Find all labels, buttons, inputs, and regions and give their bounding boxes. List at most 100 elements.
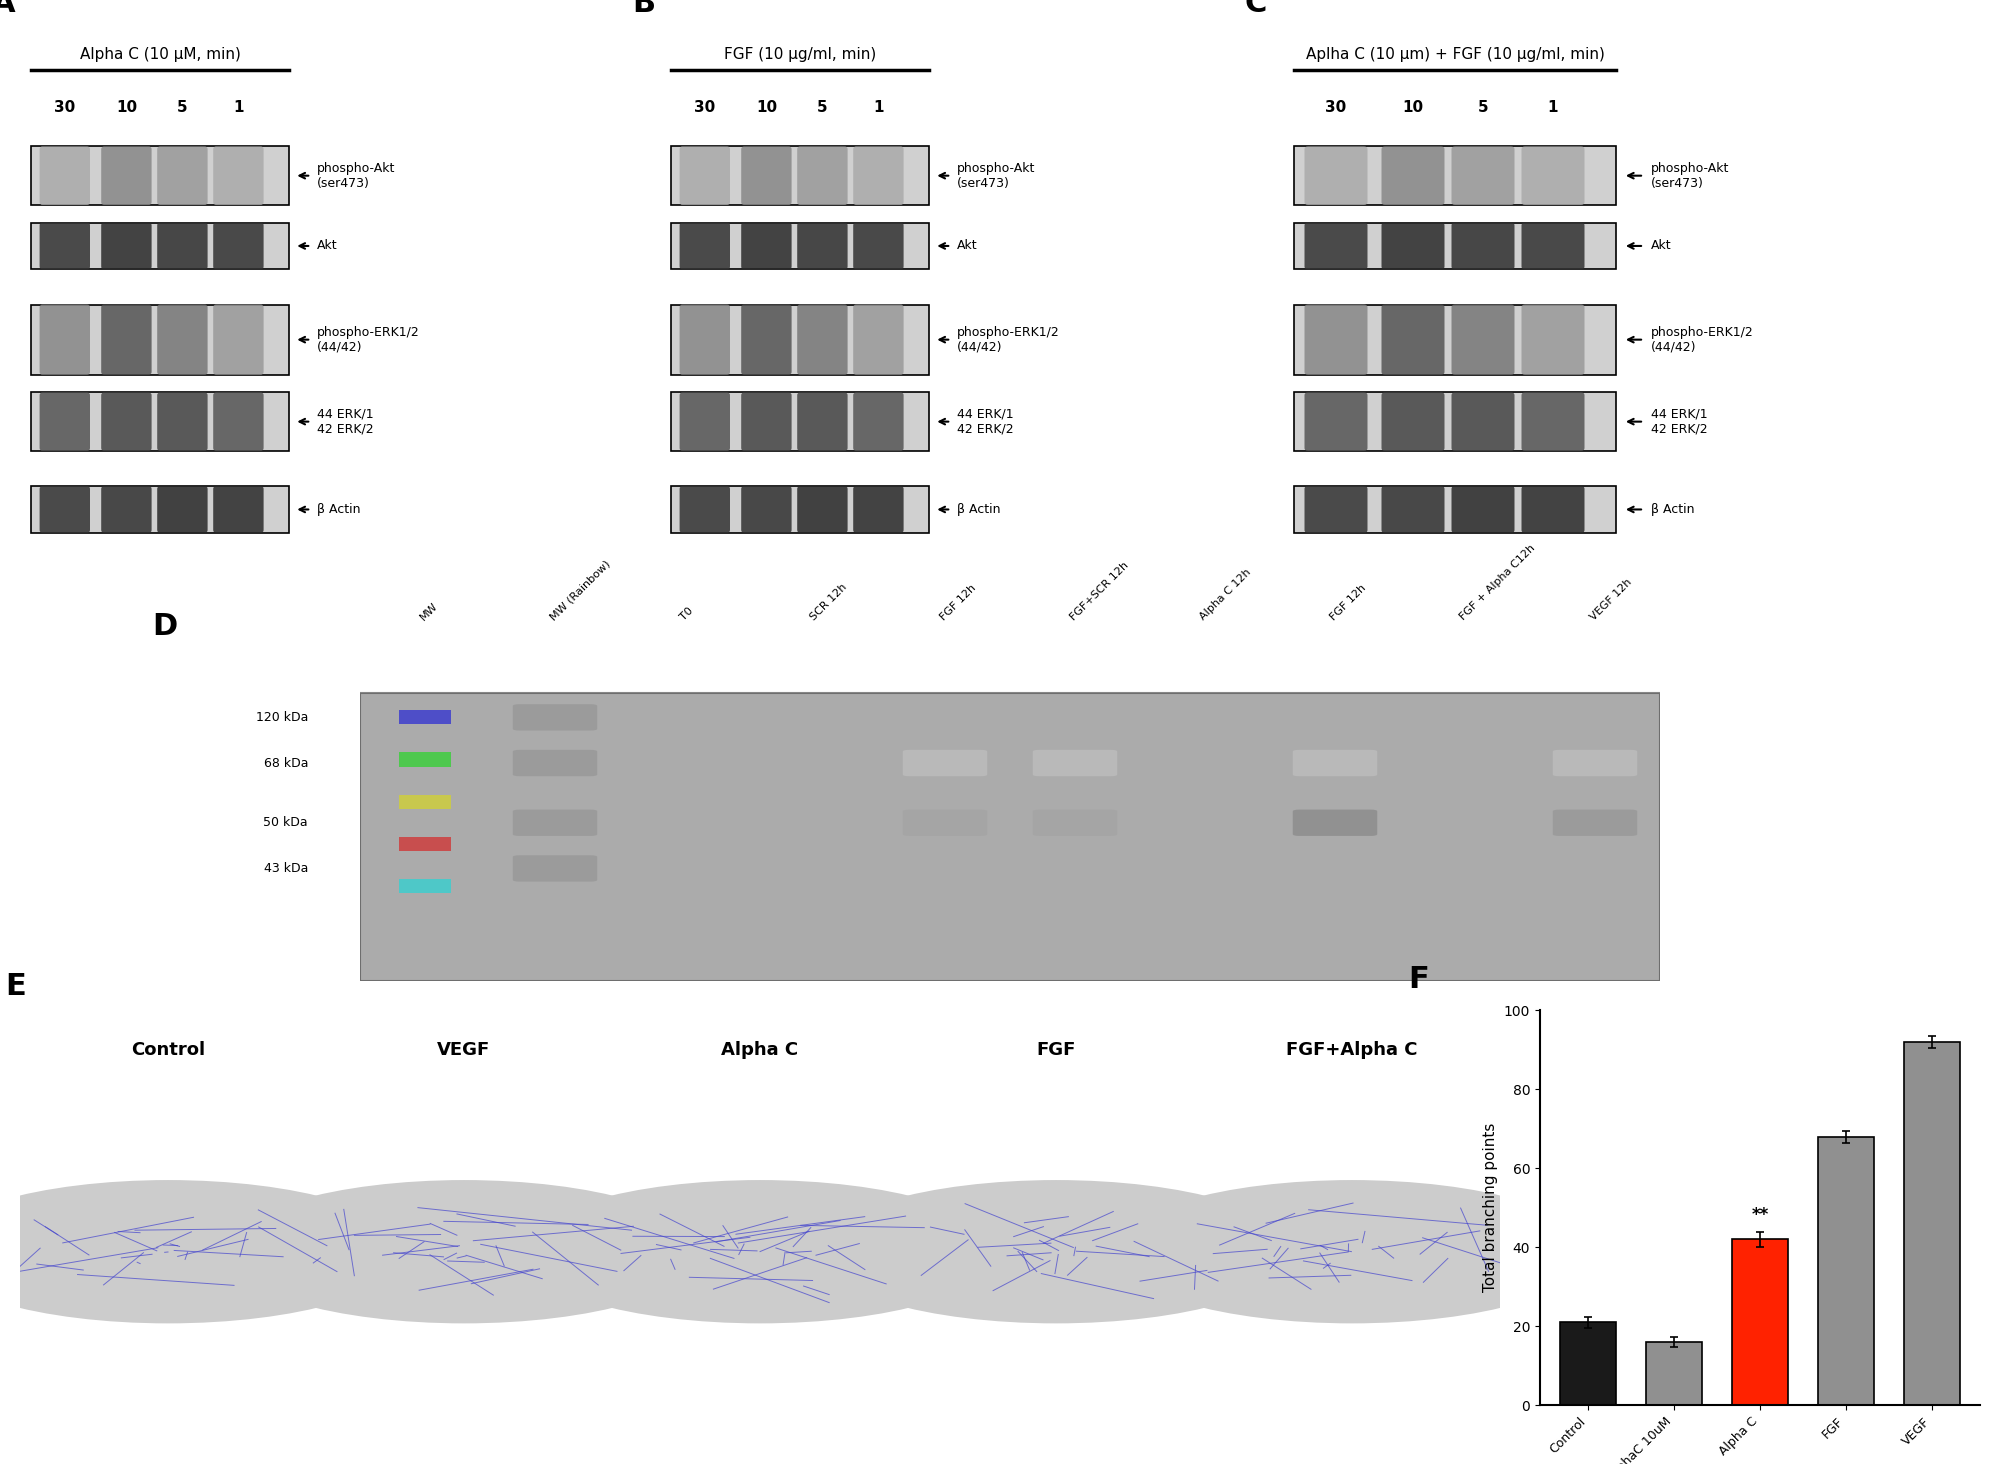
Text: FGF (10 μg/ml, min): FGF (10 μg/ml, min) <box>724 47 876 61</box>
FancyBboxPatch shape <box>1294 223 1616 269</box>
Text: 68 kDa: 68 kDa <box>264 757 308 770</box>
FancyBboxPatch shape <box>672 392 928 451</box>
Text: FGF+SCR 12h: FGF+SCR 12h <box>1068 561 1130 622</box>
Text: Akt: Akt <box>956 240 978 252</box>
FancyBboxPatch shape <box>214 392 264 451</box>
FancyBboxPatch shape <box>1452 392 1514 451</box>
Text: 50 kDa: 50 kDa <box>264 817 308 829</box>
FancyBboxPatch shape <box>672 486 928 533</box>
Circle shape <box>228 1181 700 1322</box>
FancyBboxPatch shape <box>1452 223 1514 269</box>
FancyBboxPatch shape <box>1304 223 1368 269</box>
Bar <box>400 878 452 893</box>
Text: MW: MW <box>418 600 440 622</box>
FancyBboxPatch shape <box>742 305 792 375</box>
FancyBboxPatch shape <box>1294 146 1616 205</box>
Text: VEGF: VEGF <box>438 1041 490 1058</box>
FancyBboxPatch shape <box>102 305 152 375</box>
FancyBboxPatch shape <box>854 486 904 533</box>
Circle shape <box>0 1181 404 1322</box>
FancyBboxPatch shape <box>1452 305 1514 375</box>
Text: 43 kDa: 43 kDa <box>264 862 308 875</box>
FancyBboxPatch shape <box>742 223 792 269</box>
Bar <box>1646 1342 1702 1405</box>
Text: D: D <box>152 612 178 641</box>
FancyBboxPatch shape <box>854 392 904 451</box>
Bar <box>400 837 452 851</box>
FancyBboxPatch shape <box>32 223 288 269</box>
FancyBboxPatch shape <box>680 223 730 269</box>
FancyBboxPatch shape <box>360 692 1660 981</box>
Circle shape <box>1116 1181 1588 1322</box>
FancyBboxPatch shape <box>158 305 208 375</box>
FancyBboxPatch shape <box>798 146 848 205</box>
Text: Control: Control <box>130 1041 206 1058</box>
Text: FGF 12h: FGF 12h <box>938 583 978 622</box>
Text: phospho-ERK1/2
(44/42): phospho-ERK1/2 (44/42) <box>956 325 1060 354</box>
Text: B: B <box>632 0 656 18</box>
Text: 30: 30 <box>694 100 716 114</box>
FancyBboxPatch shape <box>854 146 904 205</box>
FancyBboxPatch shape <box>214 486 264 533</box>
FancyBboxPatch shape <box>1304 305 1368 375</box>
FancyBboxPatch shape <box>1522 486 1584 533</box>
FancyBboxPatch shape <box>1294 486 1616 533</box>
FancyBboxPatch shape <box>1452 146 1514 205</box>
Text: E: E <box>6 972 26 1001</box>
FancyBboxPatch shape <box>1304 146 1368 205</box>
Text: 5: 5 <box>178 100 188 114</box>
FancyBboxPatch shape <box>1382 392 1444 451</box>
FancyBboxPatch shape <box>32 392 288 451</box>
FancyBboxPatch shape <box>680 146 730 205</box>
Text: SCR 12h: SCR 12h <box>808 581 848 622</box>
FancyBboxPatch shape <box>680 486 730 533</box>
Text: β Actin: β Actin <box>1652 504 1694 515</box>
FancyBboxPatch shape <box>672 305 928 375</box>
FancyBboxPatch shape <box>798 305 848 375</box>
FancyBboxPatch shape <box>1382 486 1444 533</box>
Text: 44 ERK/1
42 ERK/2: 44 ERK/1 42 ERK/2 <box>1652 407 1708 436</box>
Text: Alpha C 12h: Alpha C 12h <box>1198 568 1252 622</box>
Text: 5: 5 <box>818 100 828 114</box>
Text: 1: 1 <box>1548 100 1558 114</box>
FancyBboxPatch shape <box>1292 810 1378 836</box>
FancyBboxPatch shape <box>512 704 598 731</box>
Text: phospho-Akt
(ser473): phospho-Akt (ser473) <box>1652 161 1730 190</box>
FancyBboxPatch shape <box>798 486 848 533</box>
FancyBboxPatch shape <box>1304 392 1368 451</box>
Text: Akt: Akt <box>316 240 338 252</box>
Text: A: A <box>0 0 16 18</box>
FancyBboxPatch shape <box>102 392 152 451</box>
Text: Alpha C: Alpha C <box>722 1041 798 1058</box>
Y-axis label: Total branching points: Total branching points <box>1484 1123 1498 1293</box>
Text: phospho-Akt
(ser473): phospho-Akt (ser473) <box>956 161 1036 190</box>
FancyBboxPatch shape <box>1294 305 1616 375</box>
Text: phospho-ERK1/2
(44/42): phospho-ERK1/2 (44/42) <box>316 325 420 354</box>
Text: 44 ERK/1
42 ERK/2: 44 ERK/1 42 ERK/2 <box>316 407 374 436</box>
FancyBboxPatch shape <box>214 305 264 375</box>
FancyBboxPatch shape <box>1452 486 1514 533</box>
Bar <box>400 795 452 808</box>
FancyBboxPatch shape <box>40 392 90 451</box>
FancyBboxPatch shape <box>680 392 730 451</box>
FancyBboxPatch shape <box>1522 305 1584 375</box>
Text: F: F <box>1408 965 1428 994</box>
Text: 120 kDa: 120 kDa <box>256 712 308 723</box>
FancyBboxPatch shape <box>1382 223 1444 269</box>
Text: C: C <box>1244 0 1268 18</box>
FancyBboxPatch shape <box>1552 750 1638 776</box>
FancyBboxPatch shape <box>214 146 264 205</box>
Text: 30: 30 <box>54 100 76 114</box>
Text: FGF+Alpha C: FGF+Alpha C <box>1286 1041 1418 1058</box>
Text: 5: 5 <box>1478 100 1488 114</box>
FancyBboxPatch shape <box>1522 392 1584 451</box>
FancyBboxPatch shape <box>40 305 90 375</box>
Text: 1: 1 <box>874 100 884 114</box>
Text: phospho-Akt
(ser473): phospho-Akt (ser473) <box>316 161 396 190</box>
FancyBboxPatch shape <box>40 223 90 269</box>
Text: **: ** <box>1752 1206 1768 1224</box>
FancyBboxPatch shape <box>158 392 208 451</box>
Text: FGF 12h: FGF 12h <box>1328 583 1368 622</box>
FancyBboxPatch shape <box>672 223 928 269</box>
FancyBboxPatch shape <box>1382 146 1444 205</box>
